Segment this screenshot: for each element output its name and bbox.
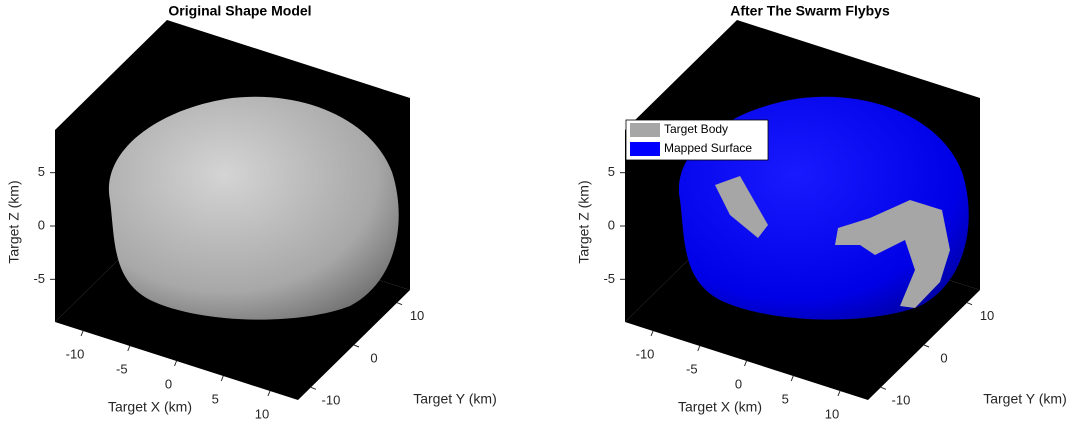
z-tick-label: -5 [33,271,45,286]
tick-mark [397,303,402,305]
z-tick-label: 0 [608,217,615,232]
x-tick-label: 0 [165,376,172,391]
tick-mark [745,361,747,366]
z-axis-label: Target Z (km) [576,180,592,263]
tick-mark [698,346,700,351]
x-tick-label: 10 [825,406,839,421]
y-tick-label: -10 [322,393,341,408]
surface [109,97,399,320]
x-axis-label: Target X (km) [678,399,762,415]
tick-mark [81,331,83,336]
y-tick-label: 0 [940,350,947,365]
y-tick-label: 10 [980,308,994,323]
z-tick-label: 0 [38,217,45,232]
y-tick-label: 0 [370,350,377,365]
panel: Original Shape Model -10 -5 0 5 10 -10 0 10 -5 0 5 T… [6,3,497,422]
x-tick-label: -5 [686,361,698,376]
tick-mark [651,331,653,336]
x-tick-label: 5 [782,391,789,406]
z-tick-label: 5 [38,164,45,179]
tick-mark [128,346,130,351]
tick-mark [881,387,886,389]
tick-mark [221,376,223,381]
legend-label: Mapped Surface [664,141,752,155]
x-tick-label: -10 [66,346,85,361]
z-tick-label: 5 [608,164,615,179]
y-tick-label: 10 [410,308,424,323]
panel: After The Swarm Flybys -10 -5 0 5 10 -10 0 10 -5 0… [576,3,1067,422]
tick-mark [354,345,359,347]
tick-mark [838,391,840,396]
tick-mark [791,376,793,381]
y-axis-label: Target Y (km) [413,391,497,407]
x-tick-label: -5 [116,361,128,376]
x-tick-label: 0 [735,376,742,391]
legend-swatch [630,123,660,137]
page: {"chart_data": [ {"type": "surface3d", "… [0,0,1086,422]
y-tick-label: -10 [892,393,911,408]
chart-title: After The Swarm Flybys [730,3,890,19]
tick-mark [924,345,929,347]
x-axis-label: Target X (km) [108,399,192,415]
legend-swatch [630,142,660,156]
z-axis-label: Target Z (km) [6,180,22,263]
z-tick-label: -5 [603,271,615,286]
chart-title: Original Shape Model [168,3,311,19]
tick-mark [175,361,177,366]
x-tick-label: 10 [255,406,269,421]
tick-mark [268,391,270,396]
x-tick-label: -10 [636,346,655,361]
tick-mark [967,303,972,305]
y-axis-label: Target Y (km) [983,391,1067,407]
figure: Original Shape Model -10 -5 0 5 10 -10 0 10 -5 0 5 T… [0,0,1086,422]
legend-label: Target Body [664,122,728,136]
x-tick-label: 5 [212,391,219,406]
tick-mark [311,387,316,389]
